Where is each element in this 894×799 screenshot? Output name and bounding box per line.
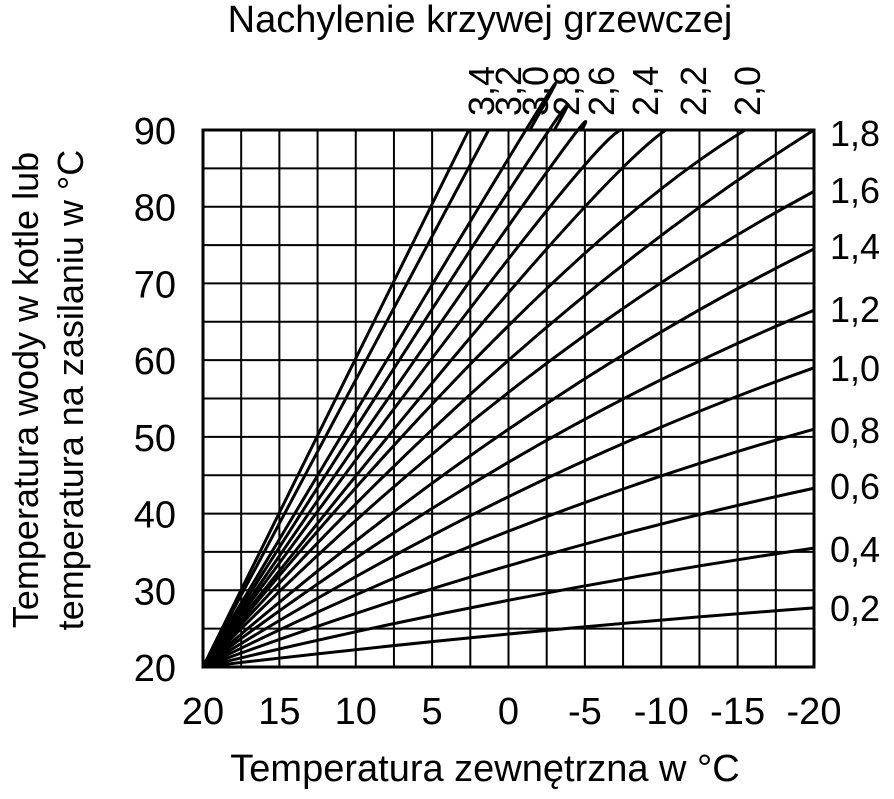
x-tick-labels: 20 15 10 5 0 -5 -10 -15 -20 [182, 691, 842, 733]
right-slope-labels: 1,8 1,6 1,4 1,2 1,0 0,8 0,6 0,4 0,2 [830, 113, 880, 629]
heating-curve-3-2 [201, 129, 490, 668]
grid [202, 129, 815, 668]
x-tick-label: -5 [568, 691, 602, 733]
heating-curve-0-6 [202, 486, 815, 669]
right-slope-label: 1,0 [830, 348, 880, 389]
plot-frame [201, 128, 816, 669]
x-axis-label: Temperatura zewnętrzna w °C [230, 748, 739, 790]
chart-title: Nachylenie krzywej grzewczej [228, 0, 733, 41]
heating-curve-1-4 [202, 247, 815, 669]
y-tick-label: 90 [134, 111, 176, 153]
y-tick-label: 40 [134, 495, 176, 537]
x-tick-label: -10 [634, 691, 689, 733]
right-slope-label: 0,4 [830, 529, 880, 570]
heating-curve-2-0 [201, 128, 747, 668]
y-tick-label: 60 [134, 341, 176, 383]
y-tick-label: 80 [134, 188, 176, 230]
top-slope-label: 3,0 [515, 66, 556, 116]
heating-curve-1-6 [201, 190, 815, 669]
top-slope-label: 2,4 [625, 66, 666, 116]
y-tick-label: 50 [134, 418, 176, 460]
right-slope-label: 0,6 [830, 466, 880, 507]
right-slope-label: 0,8 [830, 410, 880, 451]
heating-curve-3-4 [201, 129, 471, 668]
x-tick-label: 15 [258, 691, 300, 733]
top-slope-label: 3,2 [488, 66, 529, 116]
heating-curve-1-8 [201, 128, 815, 668]
heating-curve-0-2 [202, 606, 815, 669]
heating-curve-2-2 [201, 128, 667, 668]
y-axis-label-line-1: Temperatura wody w kotle lub [5, 152, 46, 628]
y-tick-label: 20 [134, 648, 176, 690]
x-tick-label: 20 [182, 691, 224, 733]
x-tick-label: -20 [787, 691, 842, 733]
heating-curve-1-2 [202, 308, 815, 669]
top-slope-label: 2,2 [673, 66, 714, 116]
y-tick-label: 70 [134, 264, 176, 306]
heating-curve-2-8 [201, 102, 570, 668]
x-tick-label: -15 [710, 691, 765, 733]
right-slope-label: 0,2 [830, 588, 880, 629]
right-slope-label: 1,6 [830, 170, 880, 211]
top-slope-labels: 3,43,23,02,82,6 2,4 2,2 2,0 [461, 66, 768, 116]
y-axis-label: Temperatura wody w kotle lub temperatura… [5, 150, 91, 631]
heating-curve-3-0 [201, 81, 557, 668]
top-slope-label: 2,6 [581, 66, 622, 116]
heating-curve-2-4 [201, 128, 624, 668]
right-slope-label: 1,4 [830, 226, 880, 267]
top-slope-label: 2,0 [727, 66, 768, 116]
heating-curves [201, 81, 815, 669]
right-slope-label: 1,8 [830, 113, 880, 154]
y-axis-label-line-2: temperatura na zasilaniu w °C [50, 150, 91, 631]
x-tick-label: 5 [422, 691, 443, 733]
x-tick-label: 0 [498, 691, 519, 733]
x-tick-label: 10 [335, 691, 377, 733]
heating-curve-0-4 [202, 546, 815, 669]
top-slope-label: 2,8 [546, 66, 587, 116]
right-slope-label: 1,2 [830, 289, 880, 330]
heating-curve-0-8 [202, 427, 815, 669]
heating-curve-1-0 [202, 366, 815, 669]
y-tick-label: 30 [134, 571, 176, 613]
top-slope-label: 3,4 [461, 66, 502, 116]
y-tick-labels: 20 30 40 50 60 70 80 90 [134, 111, 176, 690]
heating-curve-2-6 [201, 119, 588, 668]
